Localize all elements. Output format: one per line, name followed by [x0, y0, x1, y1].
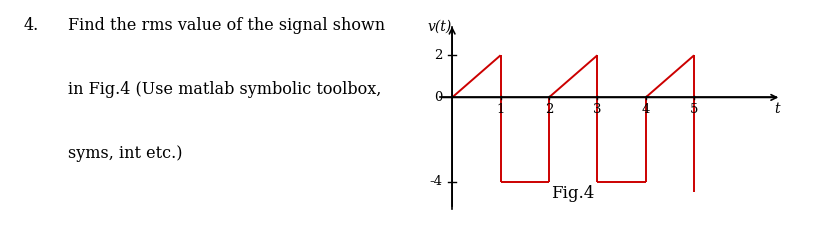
Text: Find the rms value of the signal shown: Find the rms value of the signal shown: [68, 17, 385, 34]
Text: 4: 4: [641, 103, 649, 116]
Text: 4.: 4.: [24, 17, 38, 34]
Text: -4: -4: [429, 175, 443, 188]
Text: in Fig.4 (Use matlab symbolic toolbox,: in Fig.4 (Use matlab symbolic toolbox,: [68, 81, 381, 98]
Text: 2: 2: [434, 49, 443, 62]
Text: 3: 3: [593, 103, 601, 116]
Text: 0: 0: [434, 91, 443, 104]
Text: 2: 2: [545, 103, 553, 116]
Text: v(t): v(t): [428, 19, 452, 33]
Text: Fig.4: Fig.4: [551, 185, 595, 202]
Text: syms, int etc.): syms, int etc.): [68, 145, 182, 162]
Text: 1: 1: [497, 103, 505, 116]
Text: 5: 5: [690, 103, 699, 116]
Text: t: t: [775, 102, 780, 116]
